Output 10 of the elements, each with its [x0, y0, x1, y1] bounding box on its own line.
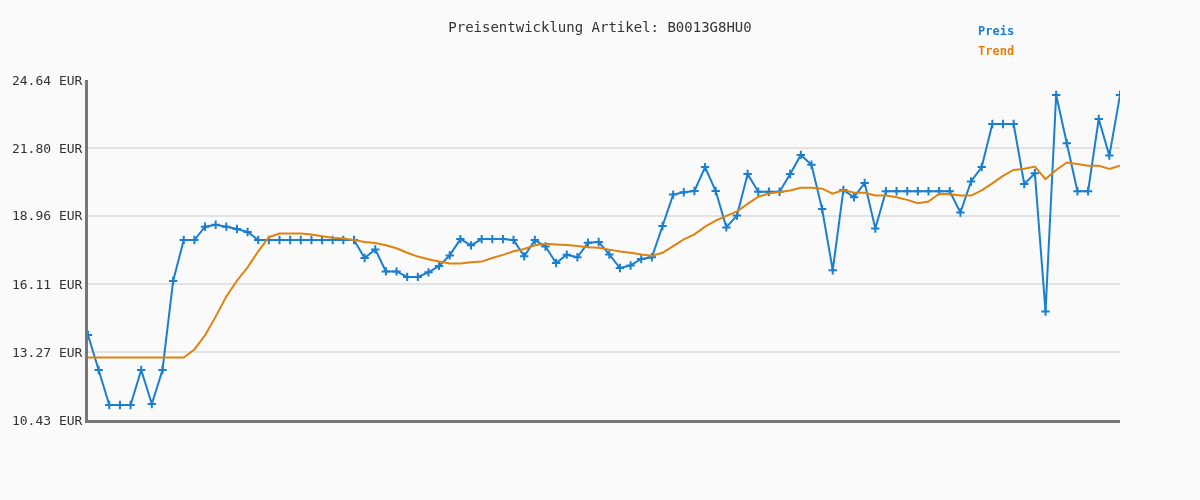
y-tick-label: 18.96 EUR	[11, 208, 83, 224]
line-series	[88, 161, 1120, 359]
text: Trend	[978, 44, 1015, 58]
y-tick-label: 13.27 EUR	[11, 344, 83, 360]
y-tick-label: 16.11 EUR	[11, 276, 83, 292]
chart-title: Preisentwicklung Artikel: B0013G8HU0	[448, 19, 752, 36]
text: Preis	[978, 24, 1015, 38]
y-tick-label: 21.80 EUR	[11, 140, 83, 156]
y-tick-label: 24.64 EUR	[11, 72, 83, 88]
y-tick-label: 10.43 EUR	[11, 412, 83, 428]
